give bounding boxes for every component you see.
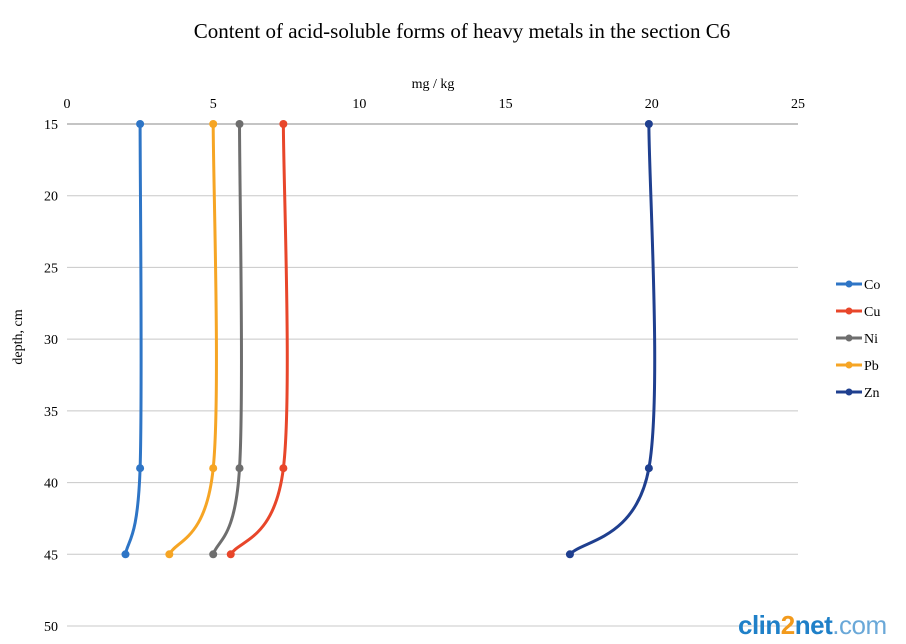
data-point (209, 464, 218, 473)
legend-label: Cu (864, 305, 880, 320)
y-tick-label: 25 (44, 261, 58, 276)
legend-marker (845, 334, 853, 342)
data-point (235, 120, 244, 128)
y-tick-label: 20 (44, 190, 58, 205)
legend-label: Pb (864, 359, 879, 374)
legend-marker (845, 280, 853, 288)
data-point (235, 464, 244, 473)
data-point (226, 550, 235, 559)
series-lines (121, 120, 657, 559)
data-point (279, 120, 288, 128)
x-tick-labels: 0 5 10 15 20 25 (64, 97, 806, 112)
series-line (124, 123, 143, 555)
legend-label: Ni (864, 332, 878, 347)
data-point (279, 464, 288, 473)
y-tick-label: 35 (44, 405, 58, 420)
series-pb (165, 120, 218, 559)
series-line (168, 123, 218, 556)
chart-title: Content of acid-soluble forms of heavy m… (194, 19, 731, 43)
x-tick-label: 20 (645, 97, 659, 112)
data-point (644, 120, 653, 128)
x-tick-label: 0 (64, 97, 71, 112)
data-point (165, 550, 174, 559)
series-ni (209, 120, 244, 559)
series-line (211, 123, 243, 555)
data-point (565, 550, 574, 559)
y-tick-label: 45 (44, 548, 58, 563)
x-axis-label: mg / kg (412, 77, 455, 92)
legend: Co Cu Ni Pb Zn (836, 278, 880, 401)
y-tick-labels: 15 20 25 30 35 40 45 50 (44, 118, 58, 635)
x-tick-label: 10 (352, 97, 366, 112)
gridlines (67, 123, 798, 627)
series-zn (565, 120, 657, 559)
data-point (209, 120, 218, 128)
data-point (121, 550, 130, 559)
watermark-logo: clin2net.com (738, 610, 887, 640)
y-tick-label: 30 (44, 333, 58, 348)
y-tick-label: 50 (44, 620, 58, 635)
y-axis-label: depth, cm (11, 309, 26, 364)
series-cu (226, 120, 289, 559)
legend-marker (845, 307, 853, 315)
series-line (568, 123, 657, 556)
legend-label: Co (864, 278, 880, 293)
legend-item-ni: Ni (836, 332, 878, 347)
legend-item-zn: Zn (836, 386, 880, 401)
x-tick-label: 5 (210, 97, 217, 112)
x-tick-label: 25 (791, 97, 805, 112)
series-co (121, 120, 145, 559)
y-tick-label: 40 (44, 477, 58, 492)
y-tick-label: 15 (44, 118, 58, 133)
legend-marker (845, 361, 853, 369)
legend-item-pb: Pb (836, 359, 879, 374)
legend-item-cu: Cu (836, 305, 880, 320)
legend-marker (845, 388, 853, 396)
data-point (136, 464, 145, 473)
data-point (209, 550, 218, 559)
x-tick-label: 15 (499, 97, 513, 112)
data-point (136, 120, 145, 128)
legend-label: Zn (864, 386, 880, 401)
legend-item-co: Co (836, 278, 880, 293)
data-point (644, 464, 653, 473)
series-line (229, 123, 289, 556)
